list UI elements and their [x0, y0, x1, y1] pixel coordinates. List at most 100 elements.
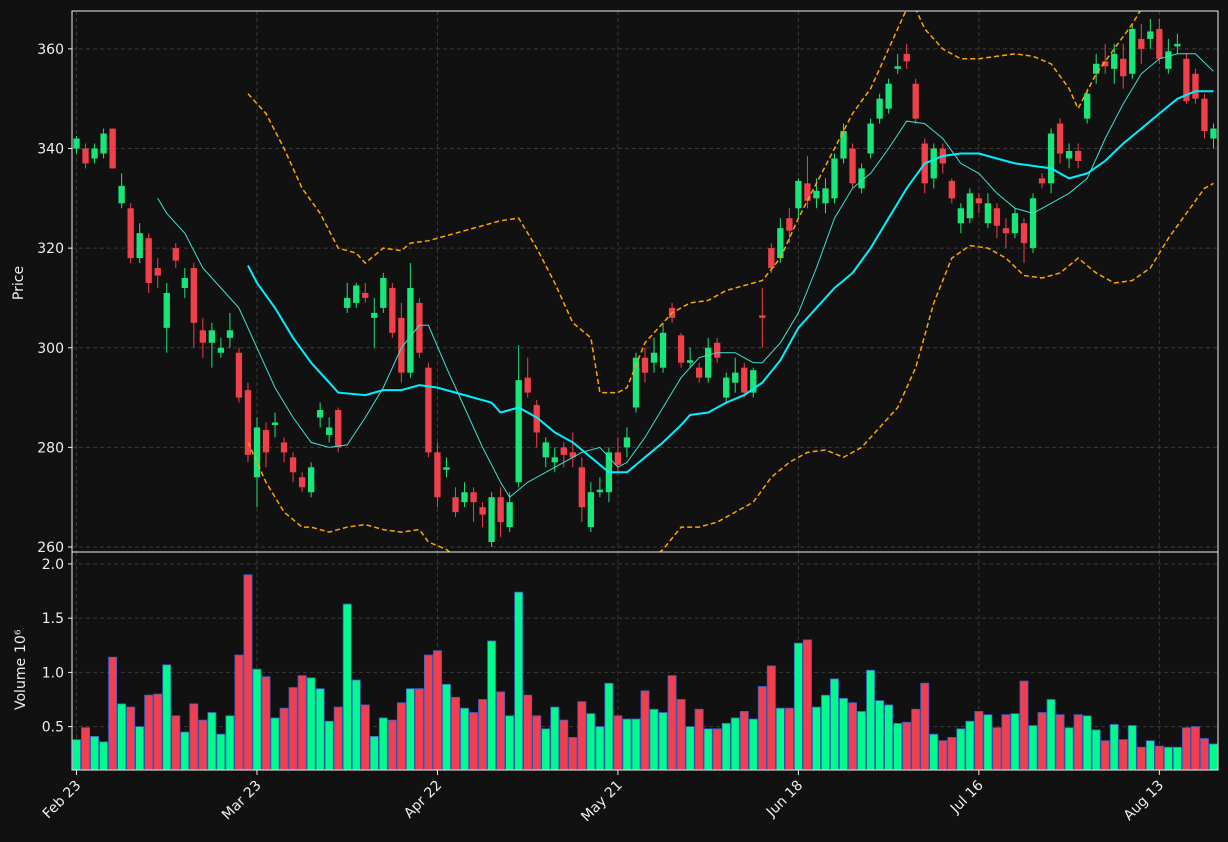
candle-body [380, 278, 387, 308]
volume-bar [189, 703, 199, 771]
volume-bar [117, 703, 127, 771]
volume-bar [532, 715, 542, 771]
volume-frame [71, 551, 1219, 771]
volume-bar [568, 737, 578, 771]
volume-bar [360, 704, 370, 771]
candle-body [100, 133, 107, 154]
volume-bar [956, 728, 966, 771]
volume-bar [983, 714, 993, 771]
candle-body [1065, 150, 1073, 159]
volume-bar [451, 696, 460, 771]
candle-body [136, 233, 143, 259]
volume-bar [884, 704, 894, 771]
volume-bar [811, 706, 821, 771]
candle-body [1102, 61, 1109, 67]
volume-bar [757, 686, 767, 771]
volume-bar [595, 726, 605, 771]
candle-body [425, 367, 432, 453]
candle-body [966, 193, 974, 219]
candle-body [1138, 38, 1145, 49]
candle-body [461, 492, 468, 503]
volume-bar [1209, 743, 1218, 771]
volume-bar [703, 728, 713, 771]
indicator-line [247, 11, 1141, 394]
candle-body [596, 489, 604, 493]
volume-bar [694, 708, 704, 771]
volume-bar [279, 707, 289, 771]
volume-bar [1118, 739, 1128, 771]
candle-body [551, 457, 558, 463]
volume-bar [739, 711, 749, 771]
candle-body [217, 347, 225, 353]
candle-body [732, 372, 739, 383]
volume-bar [658, 712, 668, 771]
candle-body [1183, 58, 1190, 102]
volume-bar [469, 712, 479, 771]
candle-body [289, 457, 297, 473]
volume-bar [712, 728, 722, 771]
candle-body [199, 330, 207, 343]
volume-bar [333, 706, 343, 771]
candle-body [434, 452, 441, 498]
candle-body [759, 315, 766, 318]
volume-bar [288, 687, 298, 771]
candle-body [831, 158, 838, 199]
volume-bar [270, 717, 280, 771]
candle-body [1147, 31, 1154, 39]
volume-bar [748, 718, 758, 771]
candle-body [515, 380, 522, 483]
volume-bar [1073, 714, 1083, 771]
candle-body [650, 352, 658, 363]
candle-body [912, 83, 919, 119]
candle-body [1156, 28, 1163, 59]
volume-bar [523, 694, 533, 771]
candle-body [172, 248, 179, 261]
candle-body [398, 317, 405, 373]
volume-bar [496, 691, 506, 771]
candle-body [1038, 178, 1046, 184]
volume-bar [866, 669, 876, 771]
candle-body [1165, 51, 1172, 69]
candle-body [127, 208, 134, 259]
candle-body [244, 390, 252, 455]
volume-bar [207, 712, 217, 771]
volume-bar [965, 720, 975, 771]
y-tick-label: 1.0 [42, 665, 64, 681]
candle-body [1011, 213, 1019, 234]
candle-body [344, 297, 351, 308]
candle-body [91, 148, 98, 159]
candle-body [768, 248, 775, 269]
candle-body [389, 287, 396, 333]
y-tick-label: 320 [37, 241, 64, 257]
volume-bar [784, 707, 794, 771]
candle-body [371, 312, 378, 318]
volume-bar [631, 718, 641, 771]
volume-bar [1091, 729, 1101, 771]
volume-bar [1127, 725, 1137, 771]
volume-bar [1001, 714, 1011, 771]
y-tick-label: 1.5 [42, 611, 64, 627]
volume-bar [1154, 745, 1164, 771]
volume-bar [315, 688, 325, 771]
y-axis-label: Price [11, 266, 27, 300]
volume-bar [775, 707, 785, 771]
volume-bar [108, 656, 118, 771]
y-tick-label: 280 [37, 440, 64, 456]
volume-bar [297, 675, 307, 771]
volume-bar [830, 678, 839, 771]
volume-bar [667, 675, 677, 771]
indicator-line [247, 90, 1214, 474]
volume-bar [198, 719, 208, 771]
candle-body [705, 347, 712, 378]
volume-bar [405, 688, 415, 771]
candle-body [253, 427, 261, 478]
candle-body [82, 148, 89, 164]
volume-bar [1136, 746, 1146, 771]
volume-bar [234, 654, 244, 771]
volume-bar [99, 741, 109, 771]
volume-bar [902, 721, 912, 771]
candle-body [695, 367, 703, 378]
candle-body [154, 268, 161, 276]
y-tick-label: 2.0 [42, 557, 64, 573]
